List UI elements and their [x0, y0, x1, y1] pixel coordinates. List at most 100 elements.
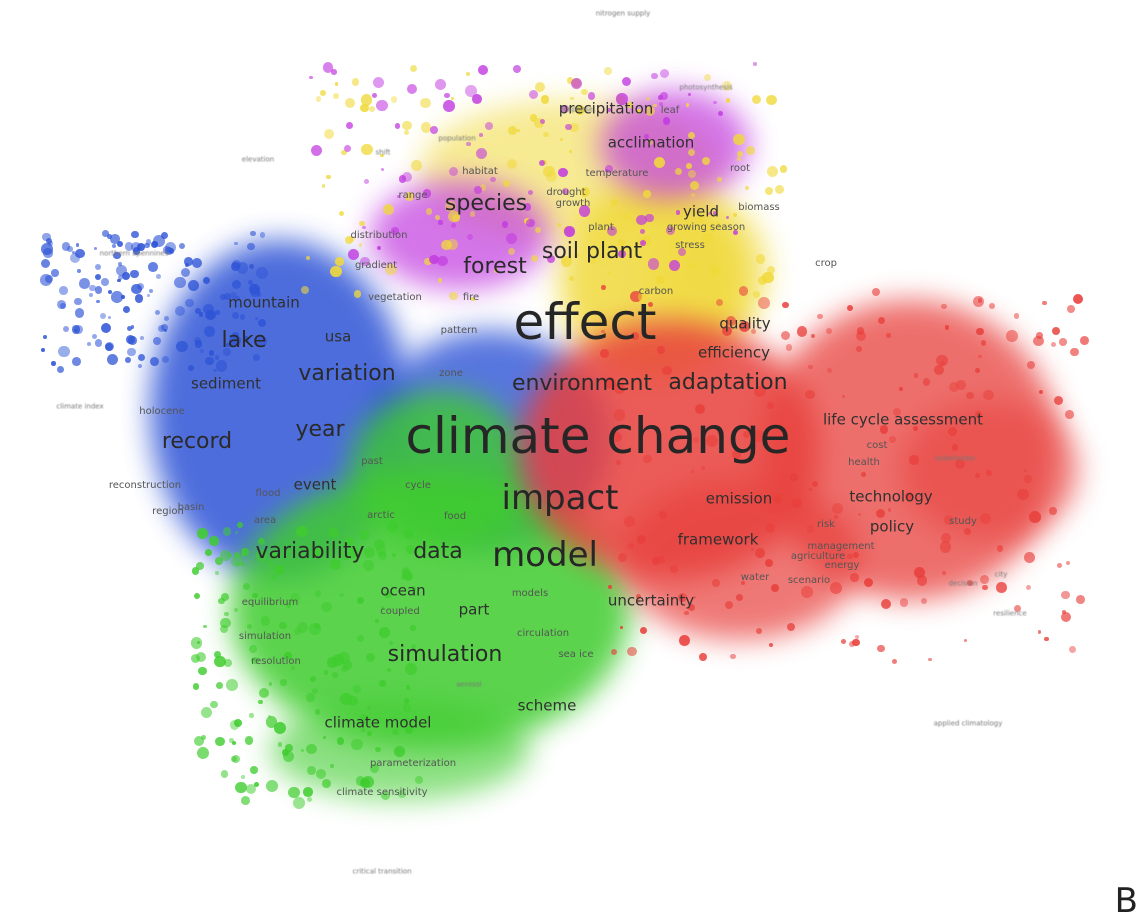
blue-node [124, 356, 131, 363]
red-node [773, 495, 783, 505]
blue-node [146, 239, 152, 245]
green-node [205, 548, 213, 556]
term-carbon: carbon [638, 286, 674, 297]
purple-node [376, 99, 388, 112]
blue-node [95, 286, 103, 294]
yellow-node [390, 95, 398, 103]
green-node [231, 756, 237, 762]
yellow-node [534, 118, 544, 128]
purple-node [360, 256, 370, 267]
green-node [220, 770, 229, 778]
yellow-node [361, 144, 373, 156]
yellow-node [691, 193, 696, 198]
yellow-node [425, 208, 433, 215]
red-node [840, 639, 846, 644]
purple-node [501, 221, 509, 228]
red-node [856, 330, 867, 341]
purple-node [429, 254, 439, 265]
yellow-node [765, 94, 777, 106]
yellow-node [775, 184, 785, 194]
blue-node [247, 279, 253, 285]
term-climate-sensitivity: climate sensitivity [336, 787, 428, 798]
purple-node [558, 167, 568, 178]
purple-node [373, 77, 385, 89]
green-node [224, 611, 229, 617]
red-node [1023, 468, 1028, 472]
blue-node [40, 258, 50, 268]
blue-node [112, 244, 117, 249]
green-node [257, 538, 265, 546]
red-node [782, 301, 789, 308]
yellow-node [570, 97, 574, 101]
red-node [980, 574, 990, 584]
purple-node [708, 211, 712, 215]
blue-node [175, 305, 186, 316]
red-node [705, 434, 718, 447]
green-node [230, 554, 243, 567]
term-mountain: mountain [228, 293, 300, 312]
red-node [767, 402, 774, 409]
red-node [790, 473, 798, 481]
yellow-node [446, 238, 458, 250]
green-node [405, 685, 411, 690]
purple-node [528, 89, 539, 99]
red-node [657, 555, 666, 564]
red-node [1013, 313, 1020, 319]
yellow-node [359, 220, 366, 227]
yellow-node [334, 82, 339, 86]
green-node [402, 719, 407, 724]
blue-node [76, 268, 82, 273]
term-environment: environment [511, 371, 653, 396]
green-node [378, 680, 386, 688]
green-node [195, 562, 204, 571]
purple-node [639, 240, 646, 247]
red-node [976, 327, 985, 336]
purple-node [562, 188, 570, 196]
yellow-node [607, 272, 612, 276]
yellow-node [324, 129, 335, 140]
purple-node [565, 123, 572, 131]
term-elevation: elevation [241, 155, 275, 164]
blue-node [130, 242, 141, 253]
purple-node [372, 92, 377, 98]
red-node [939, 541, 952, 554]
yellow-node [716, 221, 721, 226]
red-node [1038, 630, 1042, 634]
green-node [363, 549, 369, 555]
red-node [616, 460, 621, 465]
yellow-node [441, 239, 452, 251]
green-node [347, 695, 359, 707]
red-node [620, 625, 624, 629]
term-health: health [848, 457, 880, 468]
blue-node [153, 234, 165, 247]
blue-node [215, 310, 220, 315]
red-node [800, 586, 813, 599]
yellow-node [653, 156, 665, 168]
term-decision: decision [948, 579, 978, 588]
yellow-node [568, 149, 572, 153]
red-node [951, 444, 959, 451]
green-node [237, 521, 243, 528]
blue-node [96, 299, 100, 304]
green-node [341, 551, 351, 560]
yellow-node [348, 236, 355, 243]
red-node [612, 432, 623, 443]
green-node [216, 682, 224, 689]
red-node [979, 512, 992, 525]
green-node [269, 562, 274, 567]
green-node [386, 520, 399, 533]
purple-node [467, 233, 474, 240]
blue-node [58, 345, 70, 358]
term-climate-change: climate change [405, 407, 791, 465]
green-node [213, 650, 222, 659]
term-northern-apennines: northern apennines [99, 249, 169, 258]
green-node [306, 743, 317, 755]
purple-node [675, 209, 681, 215]
yellow-node [701, 233, 713, 244]
red-node [699, 652, 707, 661]
green-node [220, 618, 231, 629]
yellow-node [516, 128, 521, 133]
term-risk: risk [817, 519, 835, 530]
red-node [966, 391, 974, 400]
term-scheme: scheme [517, 696, 577, 715]
